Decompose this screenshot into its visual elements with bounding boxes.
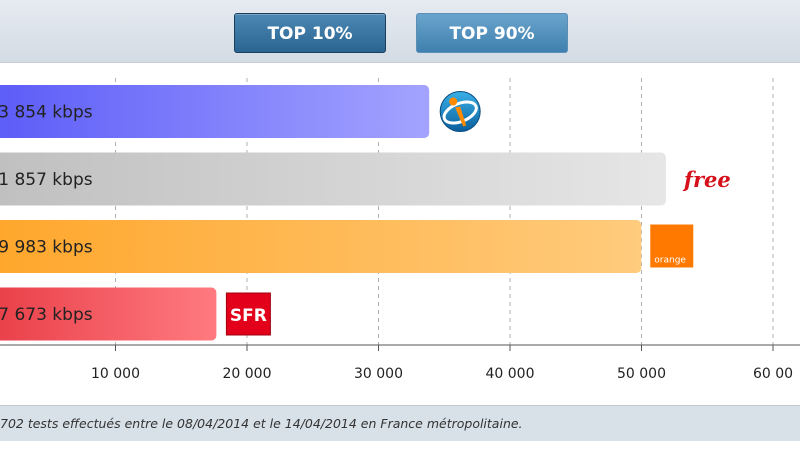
x-tick-label: 30 000 bbox=[354, 366, 403, 382]
sfr-logo: SFR bbox=[225, 292, 271, 336]
bar-orange bbox=[0, 220, 642, 273]
bar-value-label: 17 673 kbps bbox=[0, 305, 93, 325]
chart-svg: 33 854 kbps 51 857 kbps 49 983 kbps 17 673 … bbox=[0, 78, 800, 382]
bar-value-label: 33 854 kbps bbox=[0, 103, 93, 123]
svg-text:orange: orange bbox=[654, 256, 686, 266]
bar-chart: 33 854 kbps 51 857 kbps 49 983 kbps 17 673 … bbox=[0, 63, 800, 405]
x-tick-label: 50 000 bbox=[617, 366, 666, 382]
bar-value-label: 49 983 kbps bbox=[0, 238, 93, 258]
free-logo: free bbox=[682, 167, 731, 192]
x-tick-label: 60 00 bbox=[753, 366, 793, 382]
tab-top-10[interactable]: TOP 10% bbox=[234, 13, 386, 53]
footer-bottom bbox=[0, 441, 800, 450]
bar-value-label: 51 857 kbps bbox=[0, 170, 93, 190]
bouygues-logo bbox=[439, 91, 481, 132]
x-tick-label: 40 000 bbox=[486, 366, 535, 382]
x-tick-label: 10 000 bbox=[91, 366, 140, 382]
x-tick-label: 20 000 bbox=[223, 366, 272, 382]
bar-bouygues bbox=[0, 85, 430, 138]
svg-text:SFR: SFR bbox=[230, 306, 267, 326]
orange-logo: orange bbox=[650, 224, 694, 268]
svg-text:free: free bbox=[682, 167, 731, 192]
bar-free bbox=[0, 152, 666, 206]
chart-footnote: 702 tests effectués entre le 08/04/2014 … bbox=[0, 405, 800, 442]
bar-sfr bbox=[0, 287, 217, 341]
footnote-text: 702 tests effectués entre le 08/04/2014 … bbox=[0, 416, 523, 431]
chart-header: TOP 10% TOP 90% bbox=[0, 0, 800, 63]
tab-top-90[interactable]: TOP 90% bbox=[416, 13, 568, 53]
